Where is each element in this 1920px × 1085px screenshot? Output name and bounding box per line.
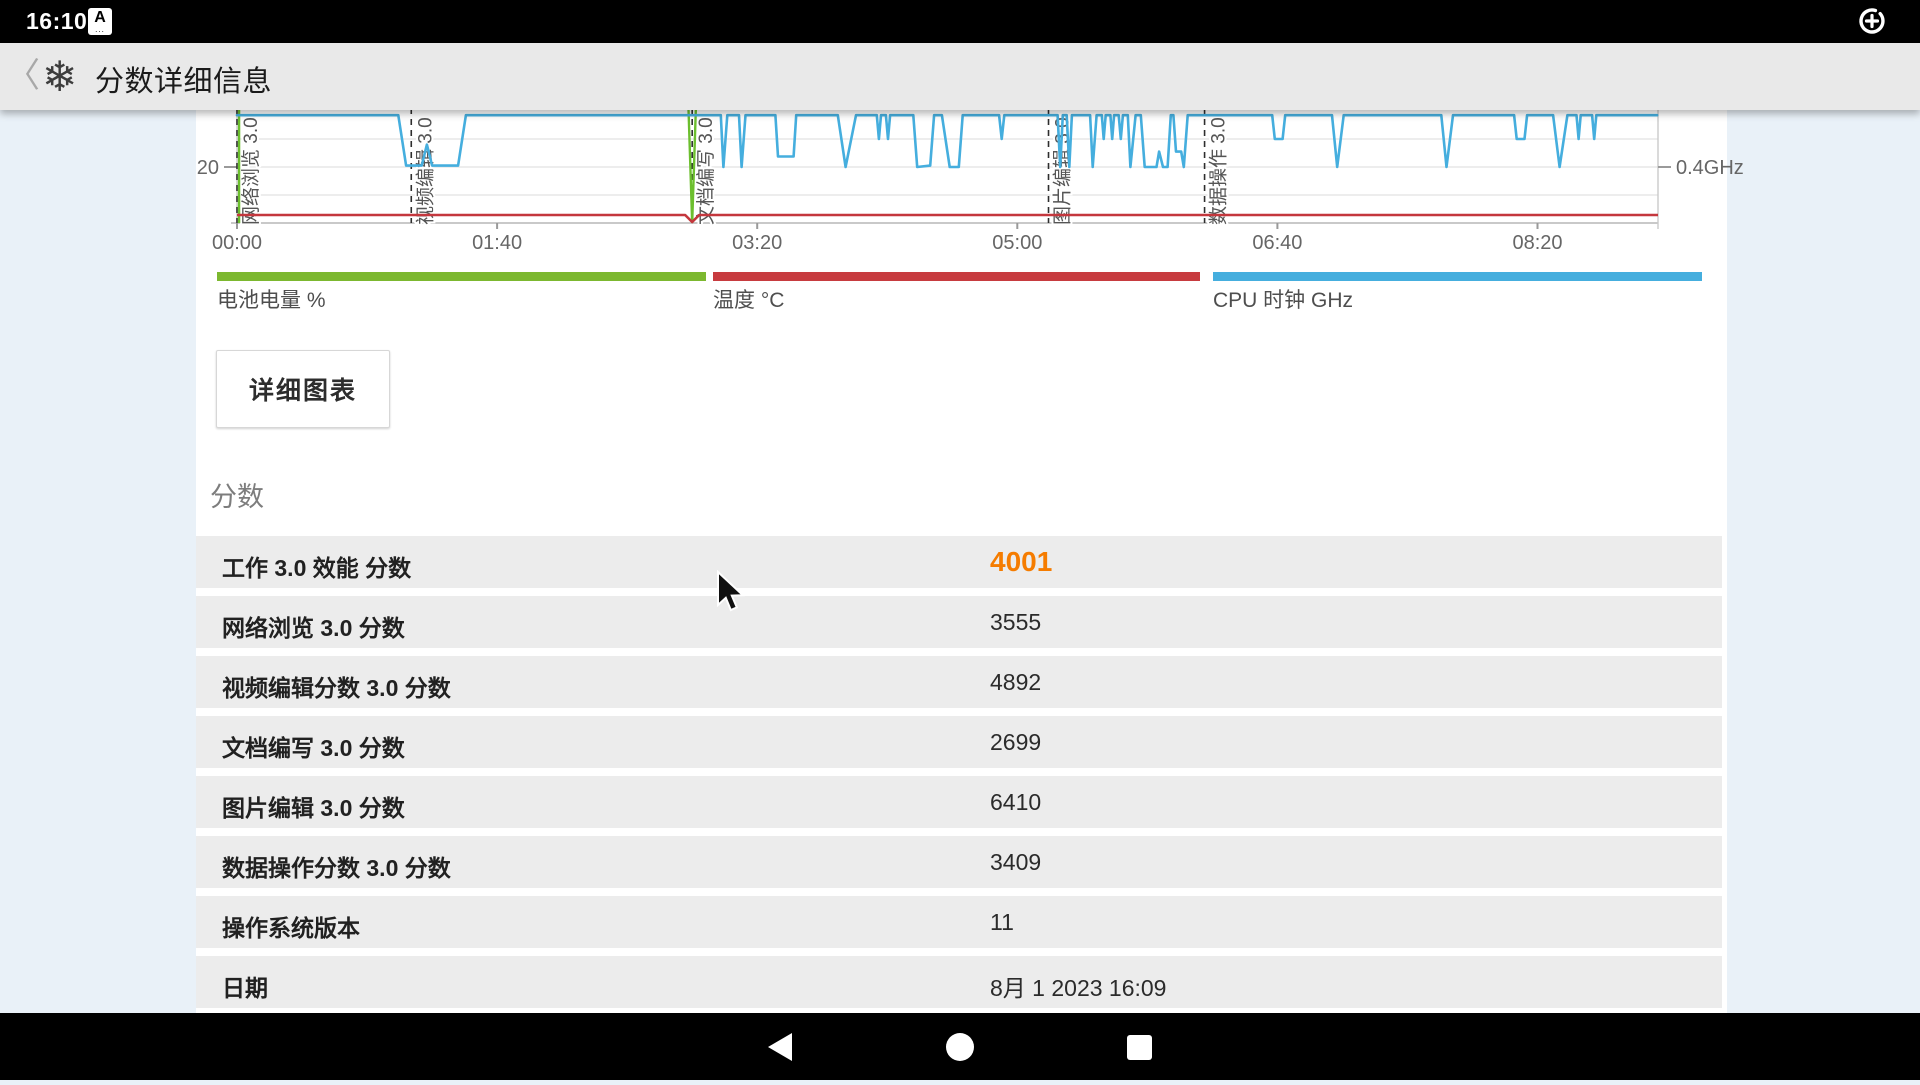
status-time: 16:10 bbox=[26, 8, 88, 34]
score-row-value: 6410 bbox=[990, 789, 1042, 815]
score-row-value: 3555 bbox=[990, 609, 1042, 635]
svg-text:文档编写 3.0: 文档编写 3.0 bbox=[695, 117, 717, 225]
score-row-label: 日期 bbox=[222, 975, 268, 1001]
score-row-value: 11 bbox=[990, 909, 1014, 935]
nav-back-button[interactable] bbox=[721, 1013, 841, 1080]
score-row: 数据操作分数 3.0 分数 3409 bbox=[196, 836, 1722, 888]
svg-text:网络浏览 3.0: 网络浏览 3.0 bbox=[240, 117, 262, 225]
keyboard-ime-icon: A ... bbox=[88, 8, 112, 35]
legend-battery: 电池电量 % bbox=[217, 272, 706, 317]
legend-temperature: 温度 °C bbox=[713, 272, 1200, 317]
android-nav-bar bbox=[0, 1013, 1920, 1080]
score-row-value: 8月 1 2023 16:09 bbox=[990, 975, 1167, 1001]
legend-cpu-clock: CPU 时钟 GHz bbox=[1213, 272, 1702, 317]
nav-recents-icon bbox=[1127, 1035, 1152, 1060]
data-saver-icon bbox=[1859, 8, 1885, 34]
benchmark-monitoring-chart: 00:00 01:40 03:20 05:00 06:40 08:20 20 0.4GHz 网络… bbox=[197, 108, 1744, 254]
score-section-heading: 分数 bbox=[210, 482, 264, 512]
score-row-label: 网络浏览 3.0 分数 bbox=[222, 615, 405, 641]
legend-cpu-clock-label: CPU 时钟 GHz bbox=[1213, 289, 1354, 312]
nav-home-button[interactable] bbox=[900, 1013, 1020, 1080]
svg-text:06:40: 06:40 bbox=[1252, 232, 1302, 254]
svg-text:05:00: 05:00 bbox=[992, 232, 1042, 254]
score-row-value: 2699 bbox=[990, 729, 1042, 755]
score-row-label: 工作 3.0 效能 分数 bbox=[222, 555, 412, 581]
legend-battery-label: 电池电量 % bbox=[217, 289, 326, 312]
svg-text:00:00: 00:00 bbox=[212, 232, 262, 254]
legend-temperature-label: 温度 °C bbox=[713, 289, 785, 312]
score-row: 视频编辑分数 3.0 分数 4892 bbox=[196, 656, 1722, 708]
score-row-value: 4001 bbox=[990, 546, 1053, 577]
score-row: 文档编写 3.0 分数 2699 bbox=[196, 716, 1722, 768]
score-row-value: 3409 bbox=[990, 849, 1042, 875]
svg-text:08:20: 08:20 bbox=[1512, 232, 1562, 254]
nav-back-icon bbox=[768, 1033, 792, 1061]
score-row-label: 数据操作分数 3.0 分数 bbox=[222, 855, 451, 881]
svg-text:视频编辑 3.0: 视频编辑 3.0 bbox=[414, 117, 436, 225]
legend-battery-bar bbox=[217, 272, 706, 281]
svg-text:20: 20 bbox=[197, 157, 219, 179]
content-card: 电池电量 % 温度 °C CPU 时钟 GHz 详细图表 分数 工作 3.0 效… bbox=[196, 110, 1727, 1013]
score-row: 图片编辑 3.0 分数 6410 bbox=[196, 776, 1722, 828]
legend-cpu-clock-bar bbox=[1213, 272, 1702, 281]
detailed-chart-button[interactable]: 详细图表 bbox=[216, 350, 390, 428]
score-row-label: 操作系统版本 bbox=[222, 915, 360, 941]
svg-text:03:20: 03:20 bbox=[732, 232, 782, 254]
app-bar: 〈 ❄ 分数详细信息 bbox=[0, 43, 1920, 110]
score-row-value: 4892 bbox=[990, 669, 1042, 695]
score-row: 网络浏览 3.0 分数 3555 bbox=[196, 596, 1722, 648]
svg-text:数据操作 3.0: 数据操作 3.0 bbox=[1208, 117, 1230, 225]
status-bar: 16:10 A ... bbox=[0, 0, 1920, 43]
score-row: 日期 8月 1 2023 16:09 bbox=[196, 956, 1722, 1008]
back-chevron-icon[interactable]: 〈 bbox=[6, 57, 40, 95]
score-row: 操作系统版本 11 bbox=[196, 896, 1722, 948]
legend-temperature-bar bbox=[713, 272, 1200, 281]
nav-home-icon bbox=[946, 1033, 974, 1061]
score-row-label: 文档编写 3.0 分数 bbox=[222, 735, 405, 761]
page-title: 分数详细信息 bbox=[95, 66, 273, 98]
nav-recents-button[interactable] bbox=[1079, 1013, 1199, 1080]
score-row-label: 视频编辑分数 3.0 分数 bbox=[222, 675, 451, 701]
score-row-label: 图片编辑 3.0 分数 bbox=[222, 795, 405, 821]
svg-text:0.4GHz: 0.4GHz bbox=[1676, 157, 1744, 179]
pcmark-snowflake-icon: ❄ bbox=[42, 53, 78, 100]
svg-text:01:40: 01:40 bbox=[472, 232, 522, 254]
score-row: 工作 3.0 效能 分数 4001 bbox=[196, 536, 1722, 588]
